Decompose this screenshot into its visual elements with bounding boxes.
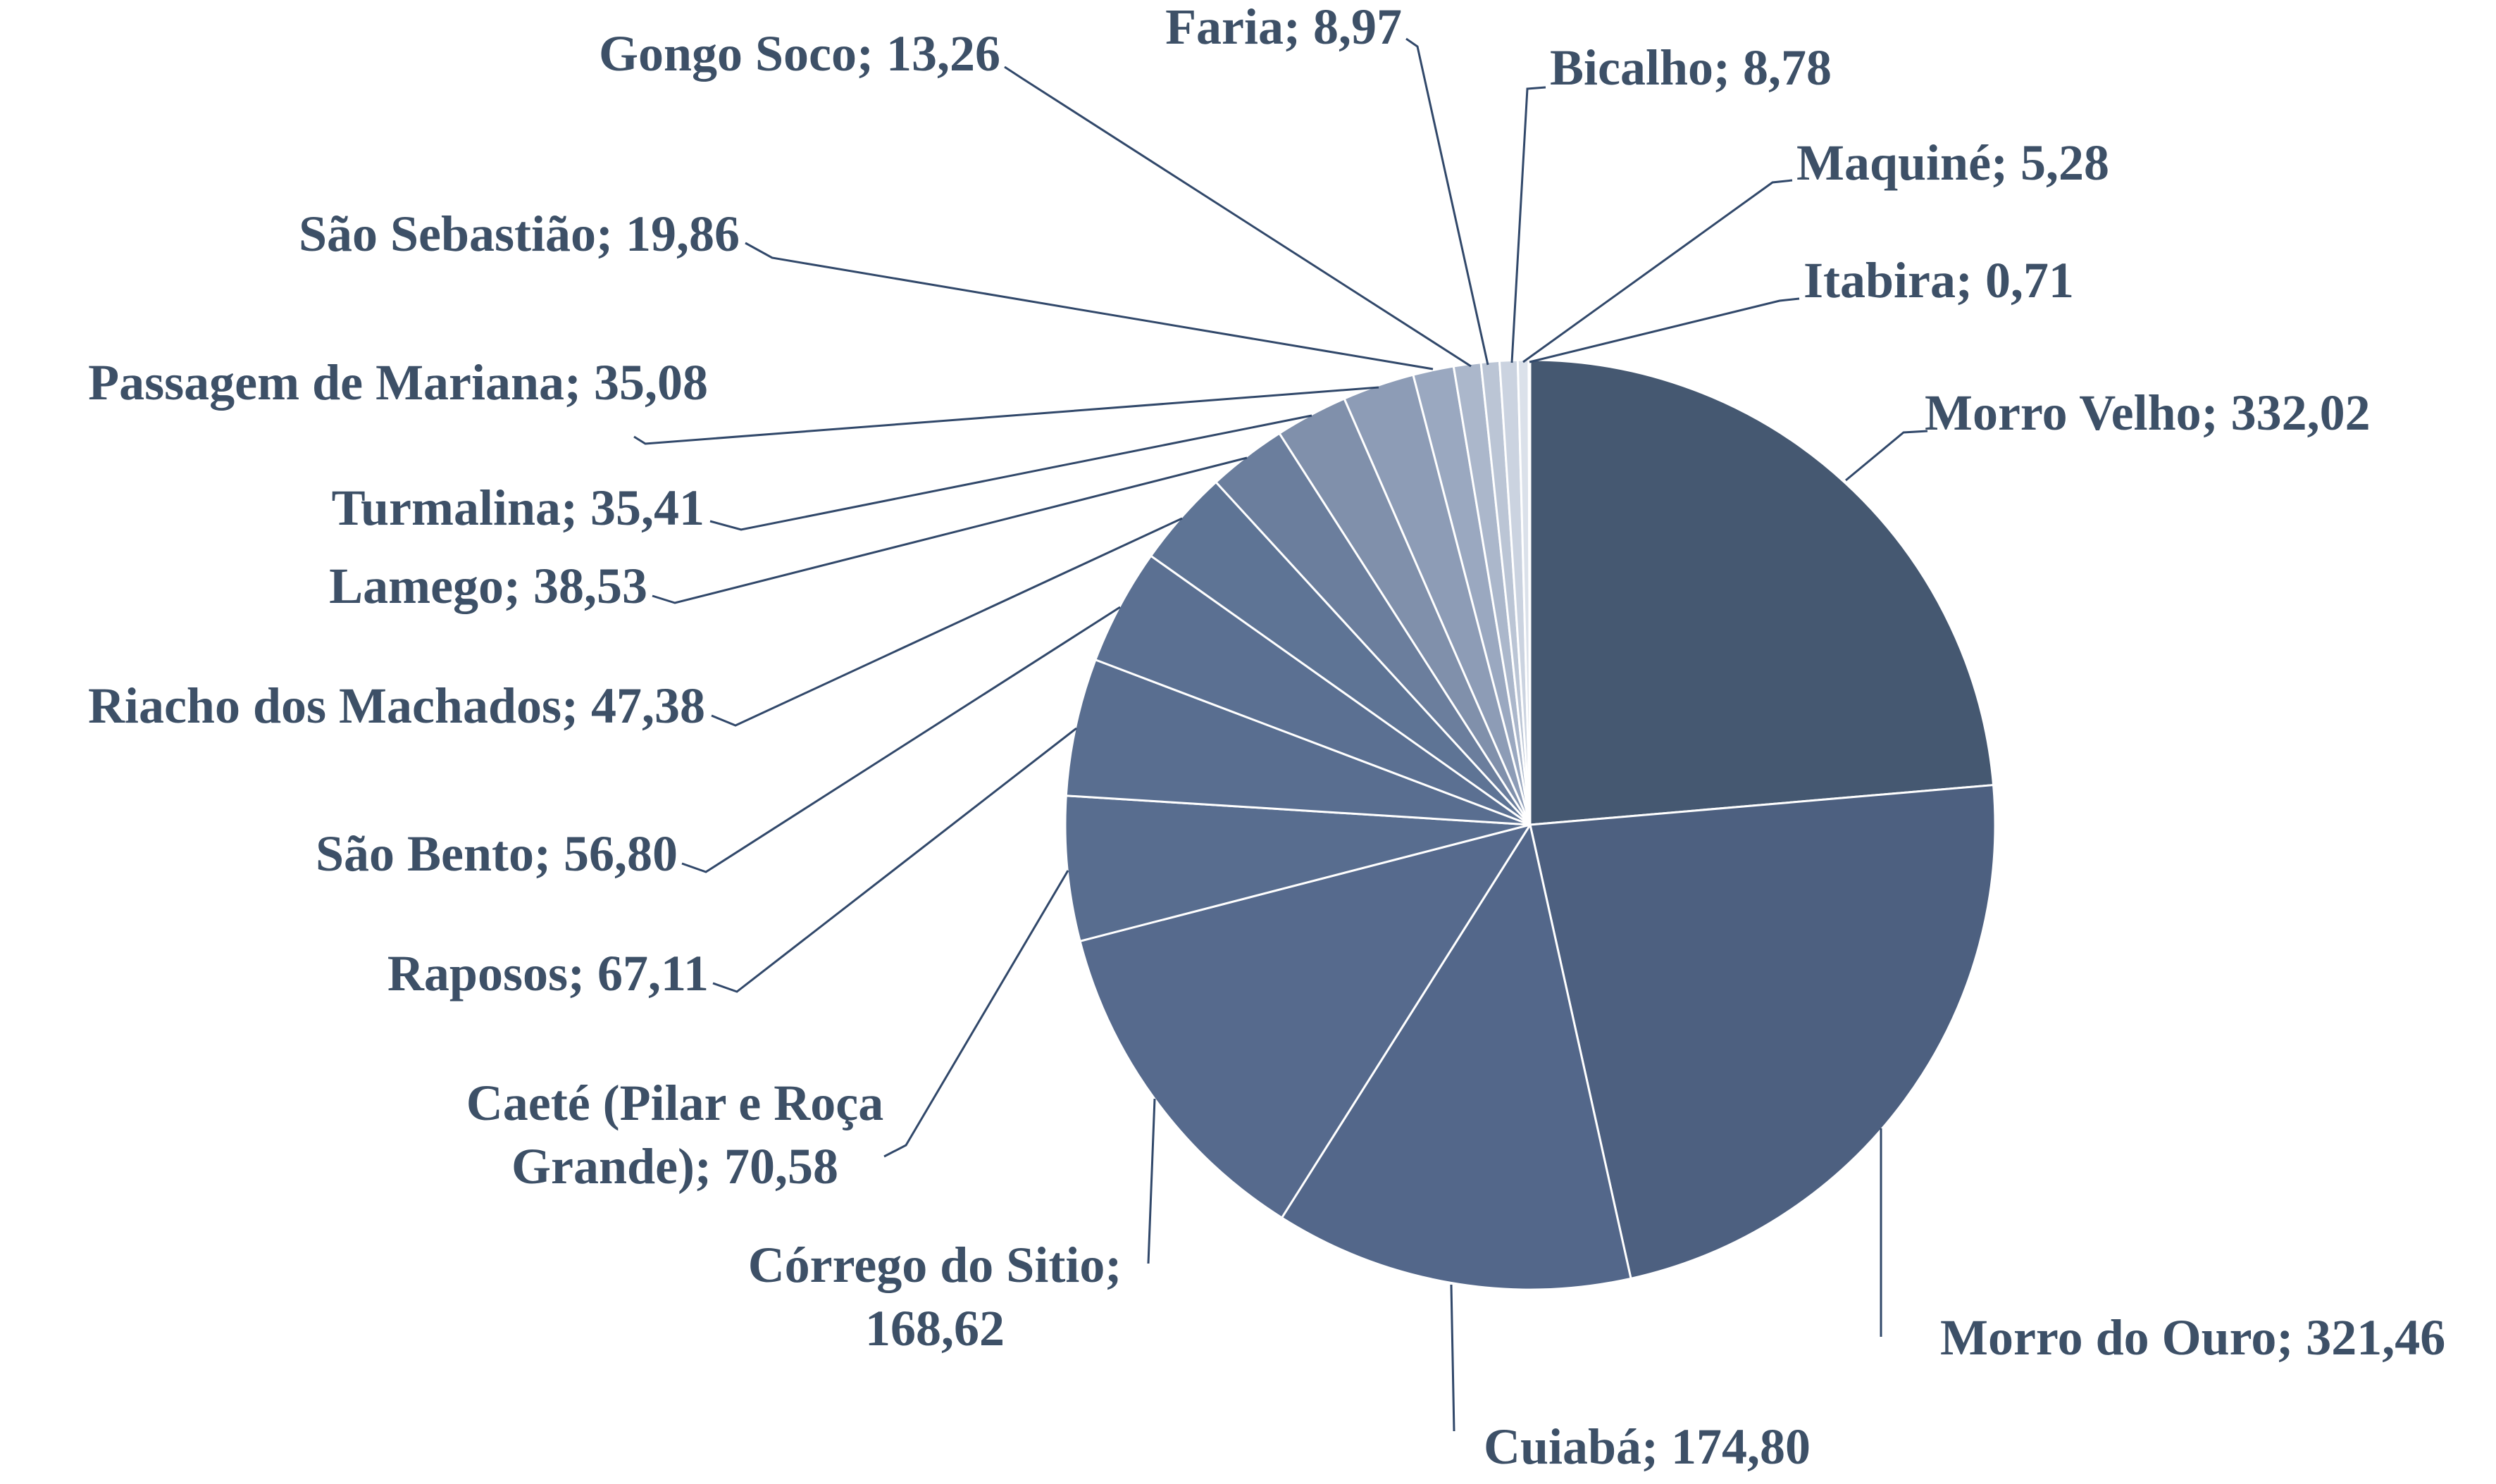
slice-label-caete-pilar-e-roca-grande: Caeté (Pilar e Roça Grande); 70,58 (466, 1075, 883, 1195)
leader-line-caete-pilar-e-roca-grande (883, 870, 1069, 1158)
leader-line-passagem-de-mariana (633, 386, 1379, 445)
leader-line-sao-sebastiao (745, 242, 1434, 370)
slice-label-sao-bento: São Bento; 56,80 (316, 825, 678, 882)
leader-line-corrego-do-sitio (1147, 1098, 1156, 1264)
pie-slice-cuiaba (1281, 823, 1632, 1291)
slice-label-maquine: Maquiné; 5,28 (1796, 135, 2109, 191)
slice-label-faria: Faria; 8,97 (1165, 0, 1402, 55)
slice-label-bicalho: Bicalho; 8,78 (1550, 39, 1832, 96)
leader-line-itabira (1529, 297, 1800, 363)
leader-line-morro-velho (1845, 430, 1928, 482)
pie-slice-morro-do-ouro (1529, 784, 1997, 1280)
slice-label-corrego-do-sitio: Córrego do Sitio; 168,62 (748, 1237, 1122, 1357)
slice-label-sao-sebastiao: São Sebastião; 19,86 (299, 206, 740, 262)
pie-slice-itabira (1527, 358, 1532, 826)
leader-line-bicalho (1510, 86, 1546, 363)
slice-label-itabira: Itabira; 0,71 (1803, 252, 2074, 308)
leader-line-gongo-soco (1004, 66, 1472, 368)
leader-line-cuiaba (1450, 1284, 1455, 1432)
leader-line-riacho-dos-machados (711, 517, 1183, 727)
slice-label-cuiaba: Cuiabá; 174,80 (1484, 1418, 1811, 1475)
leader-line-sao-bento (681, 606, 1121, 873)
leader-line-faria (1405, 37, 1489, 366)
leader-line-maquine (1522, 179, 1793, 363)
leader-line-raposos (712, 727, 1077, 993)
pie-slice-morro-velho (1529, 358, 1995, 826)
slice-label-lamego: Lamego; 38,53 (329, 558, 647, 614)
leader-line-turmalina (709, 414, 1312, 531)
slice-label-morro-do-ouro: Morro do Ouro; 321,46 (1940, 1309, 2445, 1366)
slice-label-passagem-de-mariana: Passagem de Mariana; 35,08 (88, 354, 708, 411)
slice-label-riacho-dos-machados: Riacho dos Machados; 47,38 (88, 678, 705, 734)
slice-label-gongo-soco: Gongo Soco; 13,26 (599, 25, 1000, 82)
leader-line-lamego (652, 456, 1248, 604)
pie-slice-corrego-do-sitio (1079, 823, 1532, 1219)
pie-slice-caete-pilar-e-roca-grande (1064, 794, 1532, 942)
slice-label-morro-velho: Morro Velho; 332,02 (1925, 385, 2371, 441)
slice-label-raposos: Raposos; 67,11 (387, 945, 709, 1002)
pie-slice-raposos (1064, 659, 1532, 826)
slice-label-turmalina: Turmalina; 35,41 (332, 480, 704, 536)
